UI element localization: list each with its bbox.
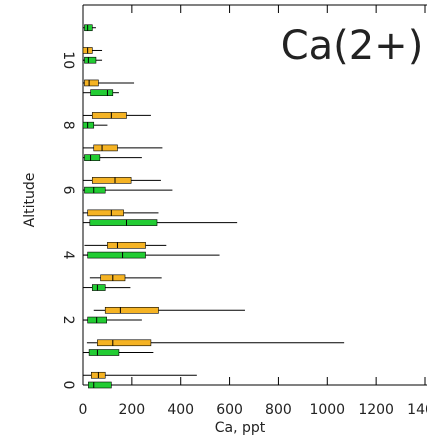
box <box>90 89 114 96</box>
box <box>88 381 112 389</box>
box <box>97 339 152 347</box>
box <box>84 186 106 194</box>
annotation: Ca(2+) <box>281 23 424 69</box>
box <box>107 242 146 249</box>
box <box>87 251 146 259</box>
x-tick-label: 1200 <box>358 402 394 418</box>
x-axis-label: Ca, ppt <box>215 420 266 436</box>
box <box>91 112 127 119</box>
y-tick-label: 4 <box>60 251 76 260</box>
box <box>91 177 132 184</box>
x-tick-label: 800 <box>265 402 292 418</box>
box <box>82 121 95 129</box>
box <box>88 349 120 356</box>
box <box>84 154 101 161</box>
box <box>104 306 159 314</box>
x-tick-label: 600 <box>216 402 243 418</box>
x-tick-label: 400 <box>167 402 194 418</box>
y-tick-label: 8 <box>60 121 76 130</box>
x-tick-label: 200 <box>118 402 145 418</box>
box <box>87 209 124 217</box>
x-tick-label: 1400 <box>407 402 427 418</box>
box <box>84 79 99 87</box>
y-axis-label: Altitude <box>22 173 38 228</box>
y-tick-label: 2 <box>60 316 76 325</box>
box <box>89 219 158 226</box>
box <box>84 56 97 64</box>
box <box>93 144 118 152</box>
box <box>84 24 93 32</box>
box <box>91 284 106 291</box>
y-tick-label: 6 <box>60 186 76 195</box>
x-tick-label: 1000 <box>309 402 345 418</box>
y-tick-label: 10 <box>60 51 76 69</box>
y-tick-label: 0 <box>60 381 76 390</box>
x-tick-label: 0 <box>79 402 88 418</box>
